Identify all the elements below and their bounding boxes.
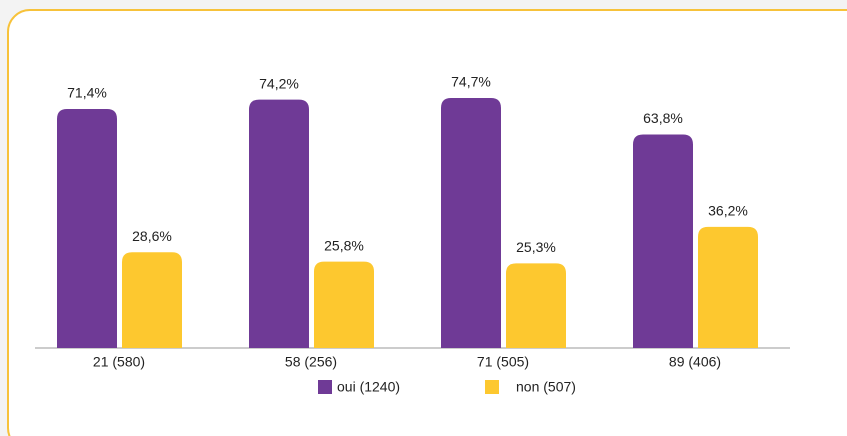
x-tick-label: 89 (406) — [669, 354, 721, 370]
bar — [441, 98, 501, 348]
bar — [57, 109, 117, 348]
legend-swatch — [485, 380, 499, 394]
x-tick-label: 21 (580) — [93, 354, 145, 370]
legend-swatch — [318, 380, 332, 394]
legend-label: oui (1240) — [337, 379, 400, 395]
value-label: 25,8% — [324, 237, 364, 253]
legend-label: non (507) — [516, 379, 576, 395]
panel — [7, 9, 847, 436]
value-label: 74,7% — [451, 74, 491, 90]
bar — [249, 99, 309, 348]
bar — [122, 252, 182, 348]
value-label: 25,3% — [516, 239, 556, 255]
x-tick-label: 71 (505) — [477, 354, 529, 370]
bar — [506, 263, 566, 348]
bar — [698, 226, 758, 348]
bar — [314, 261, 374, 348]
value-label: 28,6% — [132, 228, 172, 244]
bar — [633, 134, 693, 348]
value-label: 63,8% — [643, 110, 683, 126]
x-tick-label: 58 (256) — [285, 354, 337, 370]
value-label: 36,2% — [708, 203, 748, 219]
value-label: 71,4% — [67, 85, 107, 101]
value-label: 74,2% — [259, 75, 299, 91]
